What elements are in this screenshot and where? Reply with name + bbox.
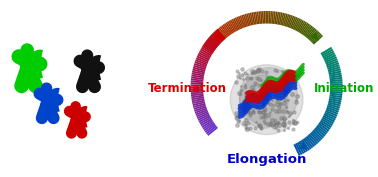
Text: Termination: Termination	[148, 82, 227, 95]
Text: Initiation: Initiation	[314, 82, 374, 95]
Circle shape	[42, 83, 51, 93]
Circle shape	[82, 50, 93, 61]
Circle shape	[21, 44, 33, 56]
Circle shape	[71, 102, 80, 111]
Ellipse shape	[240, 68, 297, 126]
Ellipse shape	[230, 65, 303, 135]
Ellipse shape	[240, 75, 288, 128]
Text: Elongation: Elongation	[226, 153, 307, 166]
